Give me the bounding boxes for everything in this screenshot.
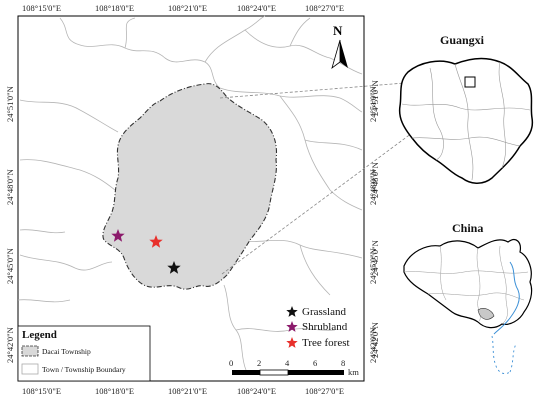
legend-item-township: Dacai Township: [42, 347, 91, 356]
lon-tick-bottom-4: 108°24'0"E: [237, 386, 276, 396]
grassland-site-marker-icon: [167, 261, 181, 274]
right-latitude-ticks: 24°51'0"N 24°48'0"N 24°45'0"N 24°42'0"N: [368, 86, 378, 363]
township-boundaries: [17, 15, 363, 371]
scale-unit: km: [348, 367, 359, 377]
scale-tick-8: 8: [341, 358, 345, 368]
lon-tick-bottom-1: 108°15'0"E: [22, 386, 61, 396]
lat-tick-left-2: 24°48'0"N: [5, 169, 15, 205]
lat-tick-right-3: 24°45'0"N: [368, 248, 378, 284]
lon-tick-top-4: 108°24'0"E: [237, 3, 276, 13]
legend: Legend Dacai Township Town / Township Bo…: [17, 325, 151, 382]
north-arrow-icon: [331, 39, 348, 70]
china-province-boundaries: [403, 245, 529, 325]
legend-swatch-township: [21, 345, 39, 357]
lon-tick-top-2: 108°18'0"E: [95, 3, 134, 13]
tree-forest-legend-icon: [286, 337, 298, 348]
legend-swatch-boundary: [21, 363, 39, 375]
scale-tick-4: 4: [285, 358, 290, 368]
legend-title: Legend: [22, 329, 57, 341]
lat-tick-right-2: 24°48'0"N: [368, 169, 378, 205]
dacai-township-area: [102, 83, 278, 290]
guangxi-internal-boundaries: [401, 61, 531, 181]
tree-forest-site-marker-icon: [149, 235, 163, 248]
guangxi-inset: Guangxi 24°51'0"N 24°48'0"N: [370, 33, 534, 198]
lat-tick-left-1: 24°51'0"N: [5, 86, 15, 122]
grassland-legend-icon: [286, 306, 298, 317]
lon-tick-top-3: 108°21'0"E: [168, 3, 207, 13]
china-lat-tick-1: 24°45'0"N: [370, 240, 380, 276]
scale-tick-2: 2: [257, 358, 261, 368]
china-guangxi-highlight: [477, 308, 495, 320]
south-sea-dashed-boundary: [491, 335, 517, 375]
north-label: N: [333, 23, 343, 38]
china-inset: China 24°45'0"N 24°42'0"N: [370, 221, 533, 375]
tree-forest-legend-label: Tree forest: [302, 337, 350, 349]
guangxi-locator-box: [464, 76, 476, 88]
scale-tick-6: 6: [313, 358, 317, 368]
lon-tick-bottom-3: 108°21'0"E: [168, 386, 207, 396]
lat-tick-right-4: 24°42'0"N: [368, 327, 378, 363]
left-latitude-ticks: 24°51'0"N 24°48'0"N 24°45'0"N 24°42'0"N: [5, 86, 15, 363]
scale-bar: 0 2 4 6 8 km: [229, 358, 359, 377]
grassland-legend-label: Grassland: [302, 306, 346, 318]
lon-tick-bottom-5: 108°27'0"E: [305, 386, 344, 396]
china-lat-tick-2: 24°42'0"N: [370, 322, 380, 358]
guangxi-lat-tick-2: 24°48'0"N: [370, 162, 380, 198]
bottom-longitude-ticks: 108°15'0"E 108°18'0"E 108°21'0"E 108°24'…: [22, 386, 344, 396]
china-coastline: [493, 261, 520, 335]
china-title: China: [452, 221, 483, 235]
site-legend: Grassland Shrubland Tree forest: [286, 306, 350, 349]
china-outline: [403, 239, 533, 329]
guangxi-lat-tick-1: 24°51'0"N: [370, 80, 380, 116]
shrubland-legend-label: Shrubland: [302, 321, 348, 333]
lon-tick-top-5: 108°27'0"E: [305, 3, 344, 13]
guangxi-title: Guangxi: [440, 33, 485, 47]
lat-tick-right-1: 24°51'0"N: [368, 86, 378, 122]
lon-tick-top-1: 108°15'0"E: [22, 3, 61, 13]
lat-tick-left-4: 24°42'0"N: [5, 327, 15, 363]
shrubland-legend-icon: [286, 321, 298, 332]
legend-item-boundary: Town / Township Boundary: [42, 365, 126, 374]
scale-tick-0: 0: [229, 358, 233, 368]
site-markers: [111, 229, 181, 274]
lon-tick-bottom-2: 108°18'0"E: [95, 386, 134, 396]
lat-tick-left-3: 24°45'0"N: [5, 248, 15, 284]
top-longitude-ticks: 108°15'0"E 108°18'0"E 108°21'0"E 108°24'…: [22, 3, 344, 13]
shrubland-site-marker-icon: [111, 229, 125, 242]
